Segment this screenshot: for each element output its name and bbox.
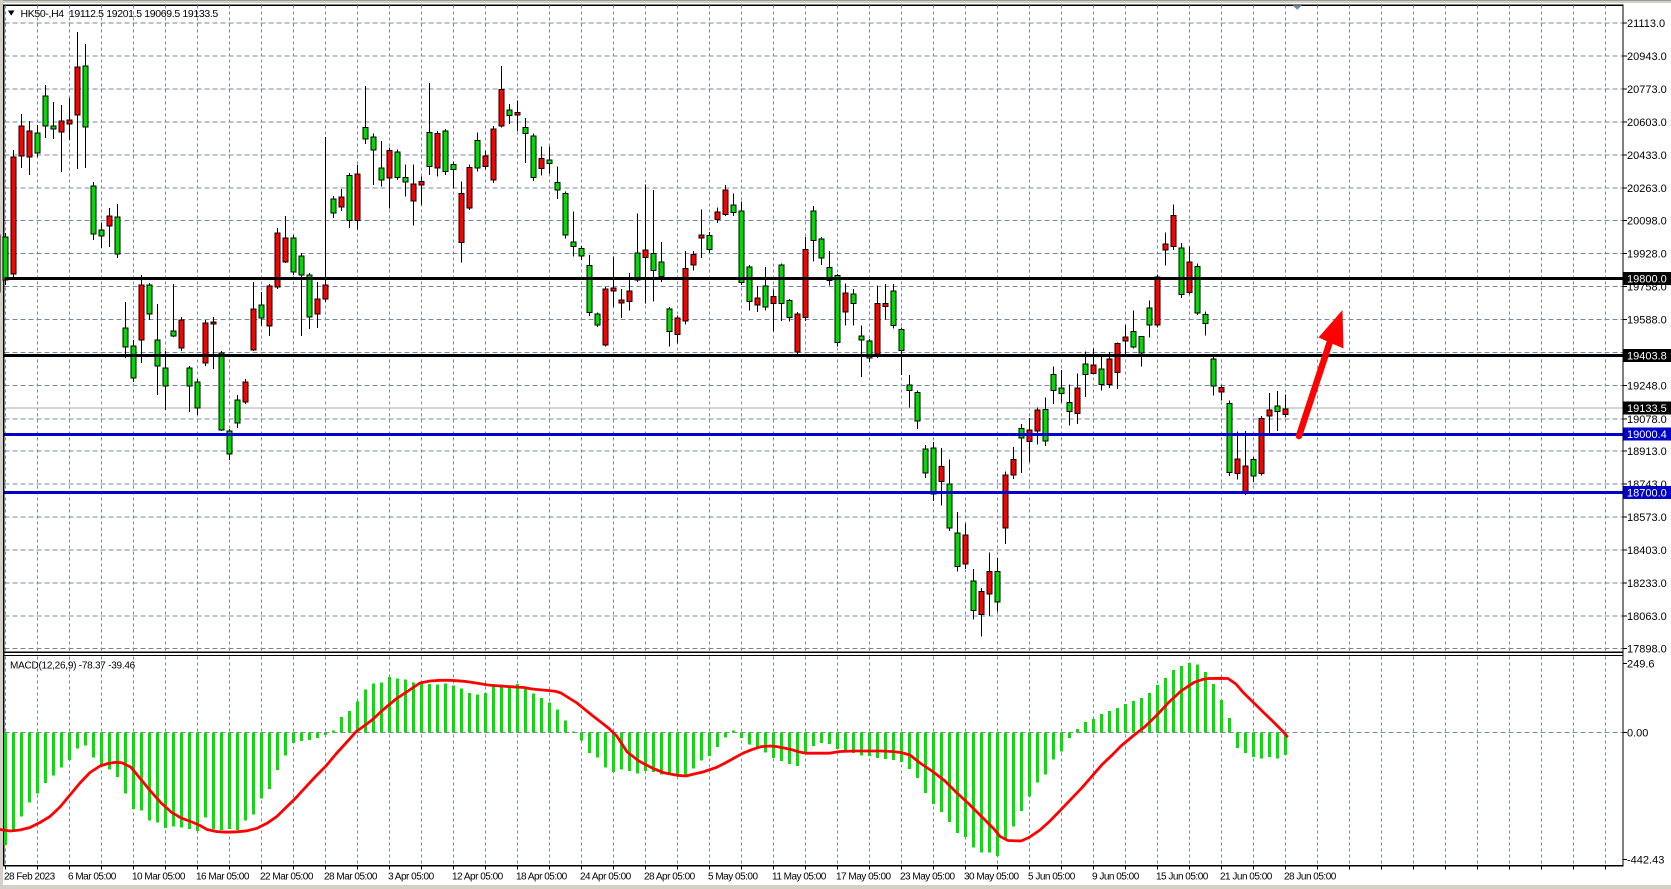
svg-text:5 Jun 05:00: 5 Jun 05:00 <box>1028 872 1076 883</box>
svg-text:20098.0: 20098.0 <box>1627 215 1667 227</box>
svg-text:21113.0: 21113.0 <box>1627 18 1665 30</box>
svg-text:18063.0: 18063.0 <box>1627 611 1667 623</box>
svg-text:10 Mar 05:00: 10 Mar 05:00 <box>132 872 186 883</box>
svg-text:15 Jun 05:00: 15 Jun 05:00 <box>1156 872 1209 883</box>
svg-text:18403.0: 18403.0 <box>1627 545 1667 557</box>
svg-text:20943.0: 20943.0 <box>1627 51 1667 63</box>
svg-text:18573.0: 18573.0 <box>1627 512 1667 524</box>
svg-text:12 Apr 05:00: 12 Apr 05:00 <box>452 872 504 883</box>
svg-text:17 May 05:00: 17 May 05:00 <box>836 872 892 883</box>
svg-text:21 Jun 05:00: 21 Jun 05:00 <box>1220 872 1273 883</box>
svg-text:19248.0: 19248.0 <box>1627 381 1667 393</box>
svg-text:20263.0: 20263.0 <box>1627 183 1667 195</box>
svg-text:16 Mar 05:00: 16 Mar 05:00 <box>196 872 250 883</box>
svg-text:28 Jun 05:00: 28 Jun 05:00 <box>1284 872 1337 883</box>
svg-text:19403.8: 19403.8 <box>1627 350 1667 362</box>
svg-text:249.6: 249.6 <box>1627 659 1655 671</box>
svg-text:6 Mar 05:00: 6 Mar 05:00 <box>68 872 117 883</box>
svg-text:3 Apr 05:00: 3 Apr 05:00 <box>388 872 435 883</box>
svg-text:9 Jun 05:00: 9 Jun 05:00 <box>1092 872 1140 883</box>
svg-text:HK50-,H4 19112.5 19201.5 1906: HK50-,H4 19112.5 19201.5 19069.5 19133.5 <box>21 8 219 20</box>
svg-text:MACD(12,26,9) -78.37 -39.46: MACD(12,26,9) -78.37 -39.46 <box>10 661 136 672</box>
svg-text:22 Mar 05:00: 22 Mar 05:00 <box>260 872 314 883</box>
svg-text:28 Apr 05:00: 28 Apr 05:00 <box>644 872 696 883</box>
svg-text:18700.0: 18700.0 <box>1627 487 1667 499</box>
svg-text:18233.0: 18233.0 <box>1627 578 1667 590</box>
svg-text:19800.0: 19800.0 <box>1627 273 1667 285</box>
svg-text:19928.0: 19928.0 <box>1627 248 1667 260</box>
svg-text:19133.5: 19133.5 <box>1627 403 1667 415</box>
svg-text:20433.0: 20433.0 <box>1627 150 1667 162</box>
svg-text:11 May 05:00: 11 May 05:00 <box>772 872 827 883</box>
svg-text:24 Apr 05:00: 24 Apr 05:00 <box>580 872 632 883</box>
svg-text:5 May 05:00: 5 May 05:00 <box>708 872 758 883</box>
svg-text:17898.0: 17898.0 <box>1627 643 1667 655</box>
svg-text:-442.43: -442.43 <box>1627 855 1664 867</box>
svg-text:18913.0: 18913.0 <box>1627 446 1667 458</box>
svg-text:0.00: 0.00 <box>1627 728 1648 740</box>
svg-text:19588.0: 19588.0 <box>1627 315 1667 327</box>
svg-text:28 Feb 2023: 28 Feb 2023 <box>4 872 56 883</box>
svg-text:28 Mar 05:00: 28 Mar 05:00 <box>324 872 378 883</box>
svg-text:19078.0: 19078.0 <box>1627 414 1667 426</box>
svg-text:18 Apr 05:00: 18 Apr 05:00 <box>516 872 568 883</box>
svg-text:19000.4: 19000.4 <box>1627 429 1667 441</box>
svg-text:23 May 05:00: 23 May 05:00 <box>900 872 956 883</box>
svg-text:20773.0: 20773.0 <box>1627 84 1667 96</box>
svg-text:30 May 05:00: 30 May 05:00 <box>964 872 1020 883</box>
svg-text:20603.0: 20603.0 <box>1627 117 1667 129</box>
